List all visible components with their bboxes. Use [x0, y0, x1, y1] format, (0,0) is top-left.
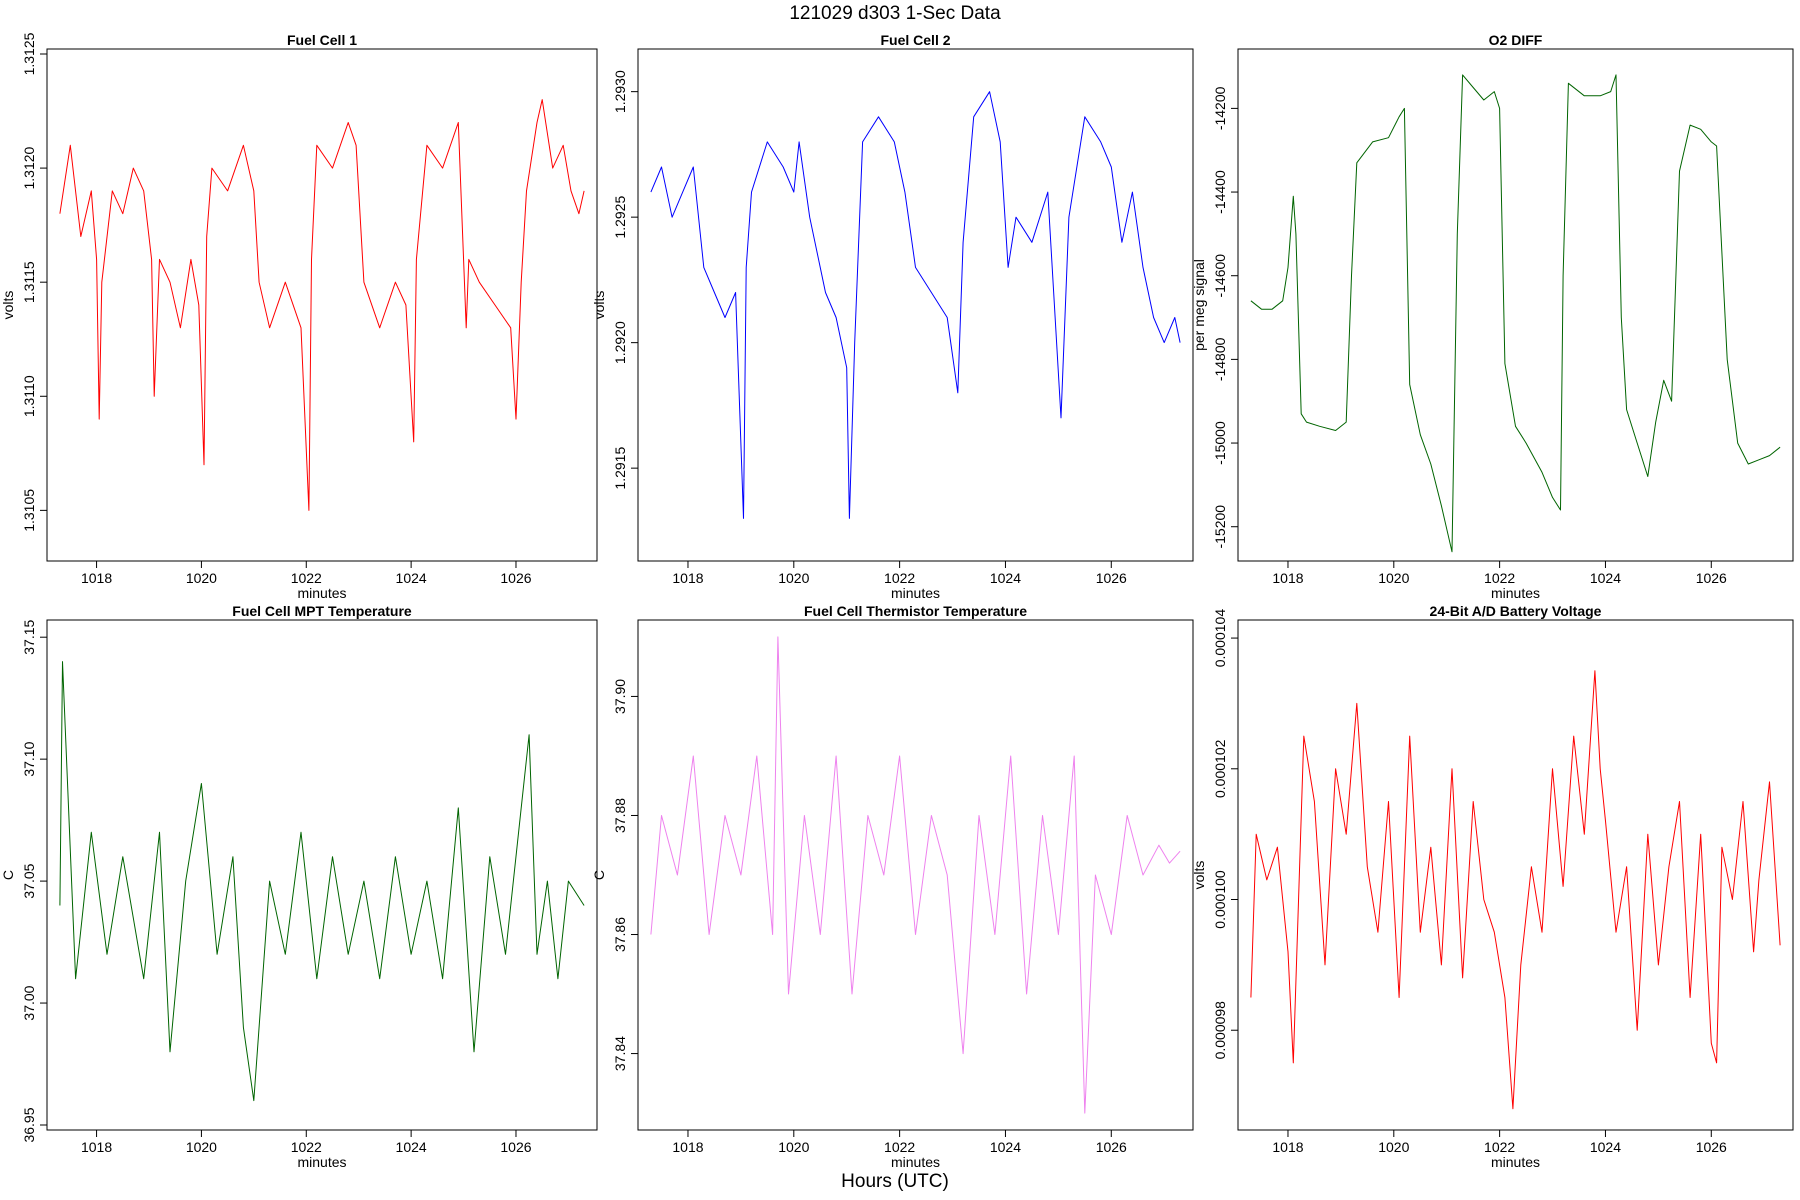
plot-frame [1237, 48, 1794, 562]
x-tick-label: 1018 [1272, 570, 1303, 586]
x-axis-label: minutes [297, 1154, 346, 1170]
x-tick-label: 1020 [1378, 1139, 1409, 1155]
x-axis-label: minutes [297, 585, 346, 601]
x-tick-label: 1024 [990, 1139, 1021, 1155]
x-tick-label: 1026 [500, 1139, 531, 1155]
panel-1: Fuel Cell 1 1018 1020 1022 1024 1026 minutes 1.… [0, 32, 598, 601]
y-tick-label: 1.3115 [21, 261, 37, 303]
y-tick-label: 1.2925 [612, 196, 628, 239]
y-tick-label: -15000 [1212, 421, 1228, 465]
x-axis-label: minutes [891, 585, 940, 601]
x-tick-label: 1026 [1696, 570, 1727, 586]
y-tick-label: 37.10 [21, 741, 37, 776]
panel-title: Fuel Cell 2 [880, 32, 950, 48]
panel-4: Fuel Cell MPT Temperature 1018 1020 1022 102… [0, 603, 598, 1170]
x-tick-label: 1022 [884, 1139, 915, 1155]
y-tick-label: 37.84 [612, 1036, 628, 1071]
y-tick-label: -14800 [1212, 337, 1228, 381]
figure-title: 121029 d303 1-Sec Data [789, 3, 1001, 24]
y-tick-label: 1.3110 [21, 375, 37, 417]
y-tick-label: 0.000104 [1212, 609, 1228, 668]
x-tick-label: 1024 [396, 570, 427, 586]
y-tick-label: 0.000098 [1212, 1001, 1228, 1060]
plot-frame [46, 619, 598, 1131]
y-tick-label: 1.3120 [21, 146, 37, 189]
x-tick-label: 1018 [81, 570, 112, 586]
x-tick-label: 1022 [291, 570, 322, 586]
y-tick-label: -14400 [1212, 170, 1228, 214]
figure-xlabel: Hours (UTC) [841, 1171, 949, 1192]
series-line [1250, 670, 1781, 1110]
y-axis-label: per meg signal [1191, 259, 1207, 351]
x-tick-label: 1020 [778, 570, 809, 586]
y-tick-label: -14600 [1212, 254, 1228, 298]
y-tick-label: 1.2915 [612, 447, 628, 490]
y-tick-label: -15200 [1212, 505, 1228, 549]
series-line [59, 661, 585, 1102]
y-tick-label: 1.3105 [21, 489, 37, 532]
panel-title: Fuel Cell MPT Temperature [232, 603, 412, 619]
x-axis-label: minutes [1491, 585, 1540, 601]
panel-title: O2 DIFF [1489, 32, 1543, 48]
x-tick-label: 1020 [186, 1139, 217, 1155]
panel-2: Fuel Cell 2 1018 1020 1022 1024 1026 minutes 1.… [591, 32, 1194, 601]
x-tick-label: 1020 [778, 1139, 809, 1155]
x-tick-label: 1024 [1590, 1139, 1621, 1155]
series-line [650, 91, 1181, 519]
y-axis-label: volts [1191, 861, 1207, 890]
x-tick-label: 1026 [500, 570, 531, 586]
y-axis-label: volts [591, 291, 607, 320]
x-tick-label: 1024 [396, 1139, 427, 1155]
y-tick-label: 37.00 [21, 985, 37, 1020]
y-axis-label: C [591, 870, 607, 880]
x-tick-label: 1022 [291, 1139, 322, 1155]
y-tick-label: 37.86 [612, 917, 628, 952]
x-tick-label: 1026 [1096, 1139, 1127, 1155]
x-axis-label: minutes [891, 1154, 940, 1170]
series-line [650, 636, 1181, 1114]
panel-3: O2 DIFF 1018 1020 1022 1024 1026 minutes -14200… [1191, 32, 1794, 601]
x-tick-label: 1022 [1484, 570, 1515, 586]
y-tick-label: 1.3125 [21, 32, 37, 75]
x-tick-label: 1022 [884, 570, 915, 586]
x-tick-label: 1018 [672, 1139, 703, 1155]
plot-frame [637, 48, 1194, 562]
y-tick-label: 37.05 [21, 863, 37, 898]
y-tick-label: 37.90 [612, 679, 628, 714]
y-axis-label: volts [0, 291, 16, 320]
panel-5: Fuel Cell Thermistor Temperature 1018 1020… [591, 603, 1194, 1170]
plot-frame [637, 619, 1194, 1131]
y-axis-label: C [0, 870, 16, 880]
x-tick-label: 1026 [1696, 1139, 1727, 1155]
y-tick-label: -14200 [1212, 86, 1228, 130]
x-tick-label: 1018 [81, 1139, 112, 1155]
y-tick-label: 0.000102 [1212, 739, 1228, 798]
series-line [59, 99, 585, 511]
y-tick-label: 36.95 [21, 1107, 37, 1142]
x-tick-label: 1026 [1096, 570, 1127, 586]
x-tick-label: 1020 [186, 570, 217, 586]
y-tick-label: 0.000100 [1212, 870, 1228, 929]
plot-frame [1237, 619, 1794, 1131]
x-tick-label: 1022 [1484, 1139, 1515, 1155]
y-tick-label: 37.88 [612, 798, 628, 833]
panel-title: Fuel Cell Thermistor Temperature [804, 603, 1027, 619]
x-axis-label: minutes [1491, 1154, 1540, 1170]
panel-title: 24-Bit A/D Battery Voltage [1430, 603, 1602, 619]
x-tick-label: 1024 [1590, 570, 1621, 586]
x-tick-label: 1020 [1378, 570, 1409, 586]
x-tick-label: 1024 [990, 570, 1021, 586]
y-tick-label: 1.2920 [612, 321, 628, 364]
panel-title: Fuel Cell 1 [287, 32, 357, 48]
panel-6: 24-Bit A/D Battery Voltage 1018 1020 1022 10… [1191, 603, 1794, 1170]
plot-frame [46, 48, 598, 562]
x-tick-label: 1018 [1272, 1139, 1303, 1155]
y-tick-label: 37.15 [21, 619, 37, 654]
y-tick-label: 1.2930 [612, 70, 628, 113]
series-line [1250, 74, 1781, 553]
x-tick-label: 1018 [672, 570, 703, 586]
